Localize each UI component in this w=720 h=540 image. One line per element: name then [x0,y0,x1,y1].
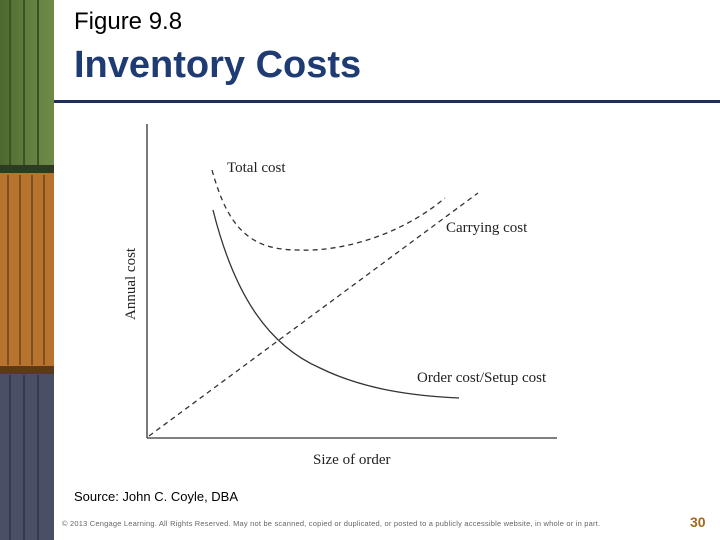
inventory-cost-diagram: Total cost Carrying cost Order cost/Setu… [123,124,557,468]
page-number: 30 [690,514,706,530]
slide-title: Inventory Costs [74,44,362,86]
x-axis-label: Size of order [313,452,390,468]
y-axis-label: Annual cost [123,247,139,320]
copyright-notice: © 2013 Cengage Learning. All Rights Rese… [62,519,601,528]
source-note: Source: John C. Coyle, DBA [74,489,239,504]
title-divider [54,100,720,103]
carrying-cost-curve [148,192,479,437]
order-cost-curve [212,209,460,399]
side-photo-strip [0,0,54,540]
carrying-cost-label: Carrying cost [446,220,528,236]
figure-label: Figure 9.8 [74,8,183,35]
total-cost-curve [211,169,446,251]
total-cost-label: Total cost [227,160,286,176]
order-cost-label: Order cost/Setup cost [417,370,547,386]
